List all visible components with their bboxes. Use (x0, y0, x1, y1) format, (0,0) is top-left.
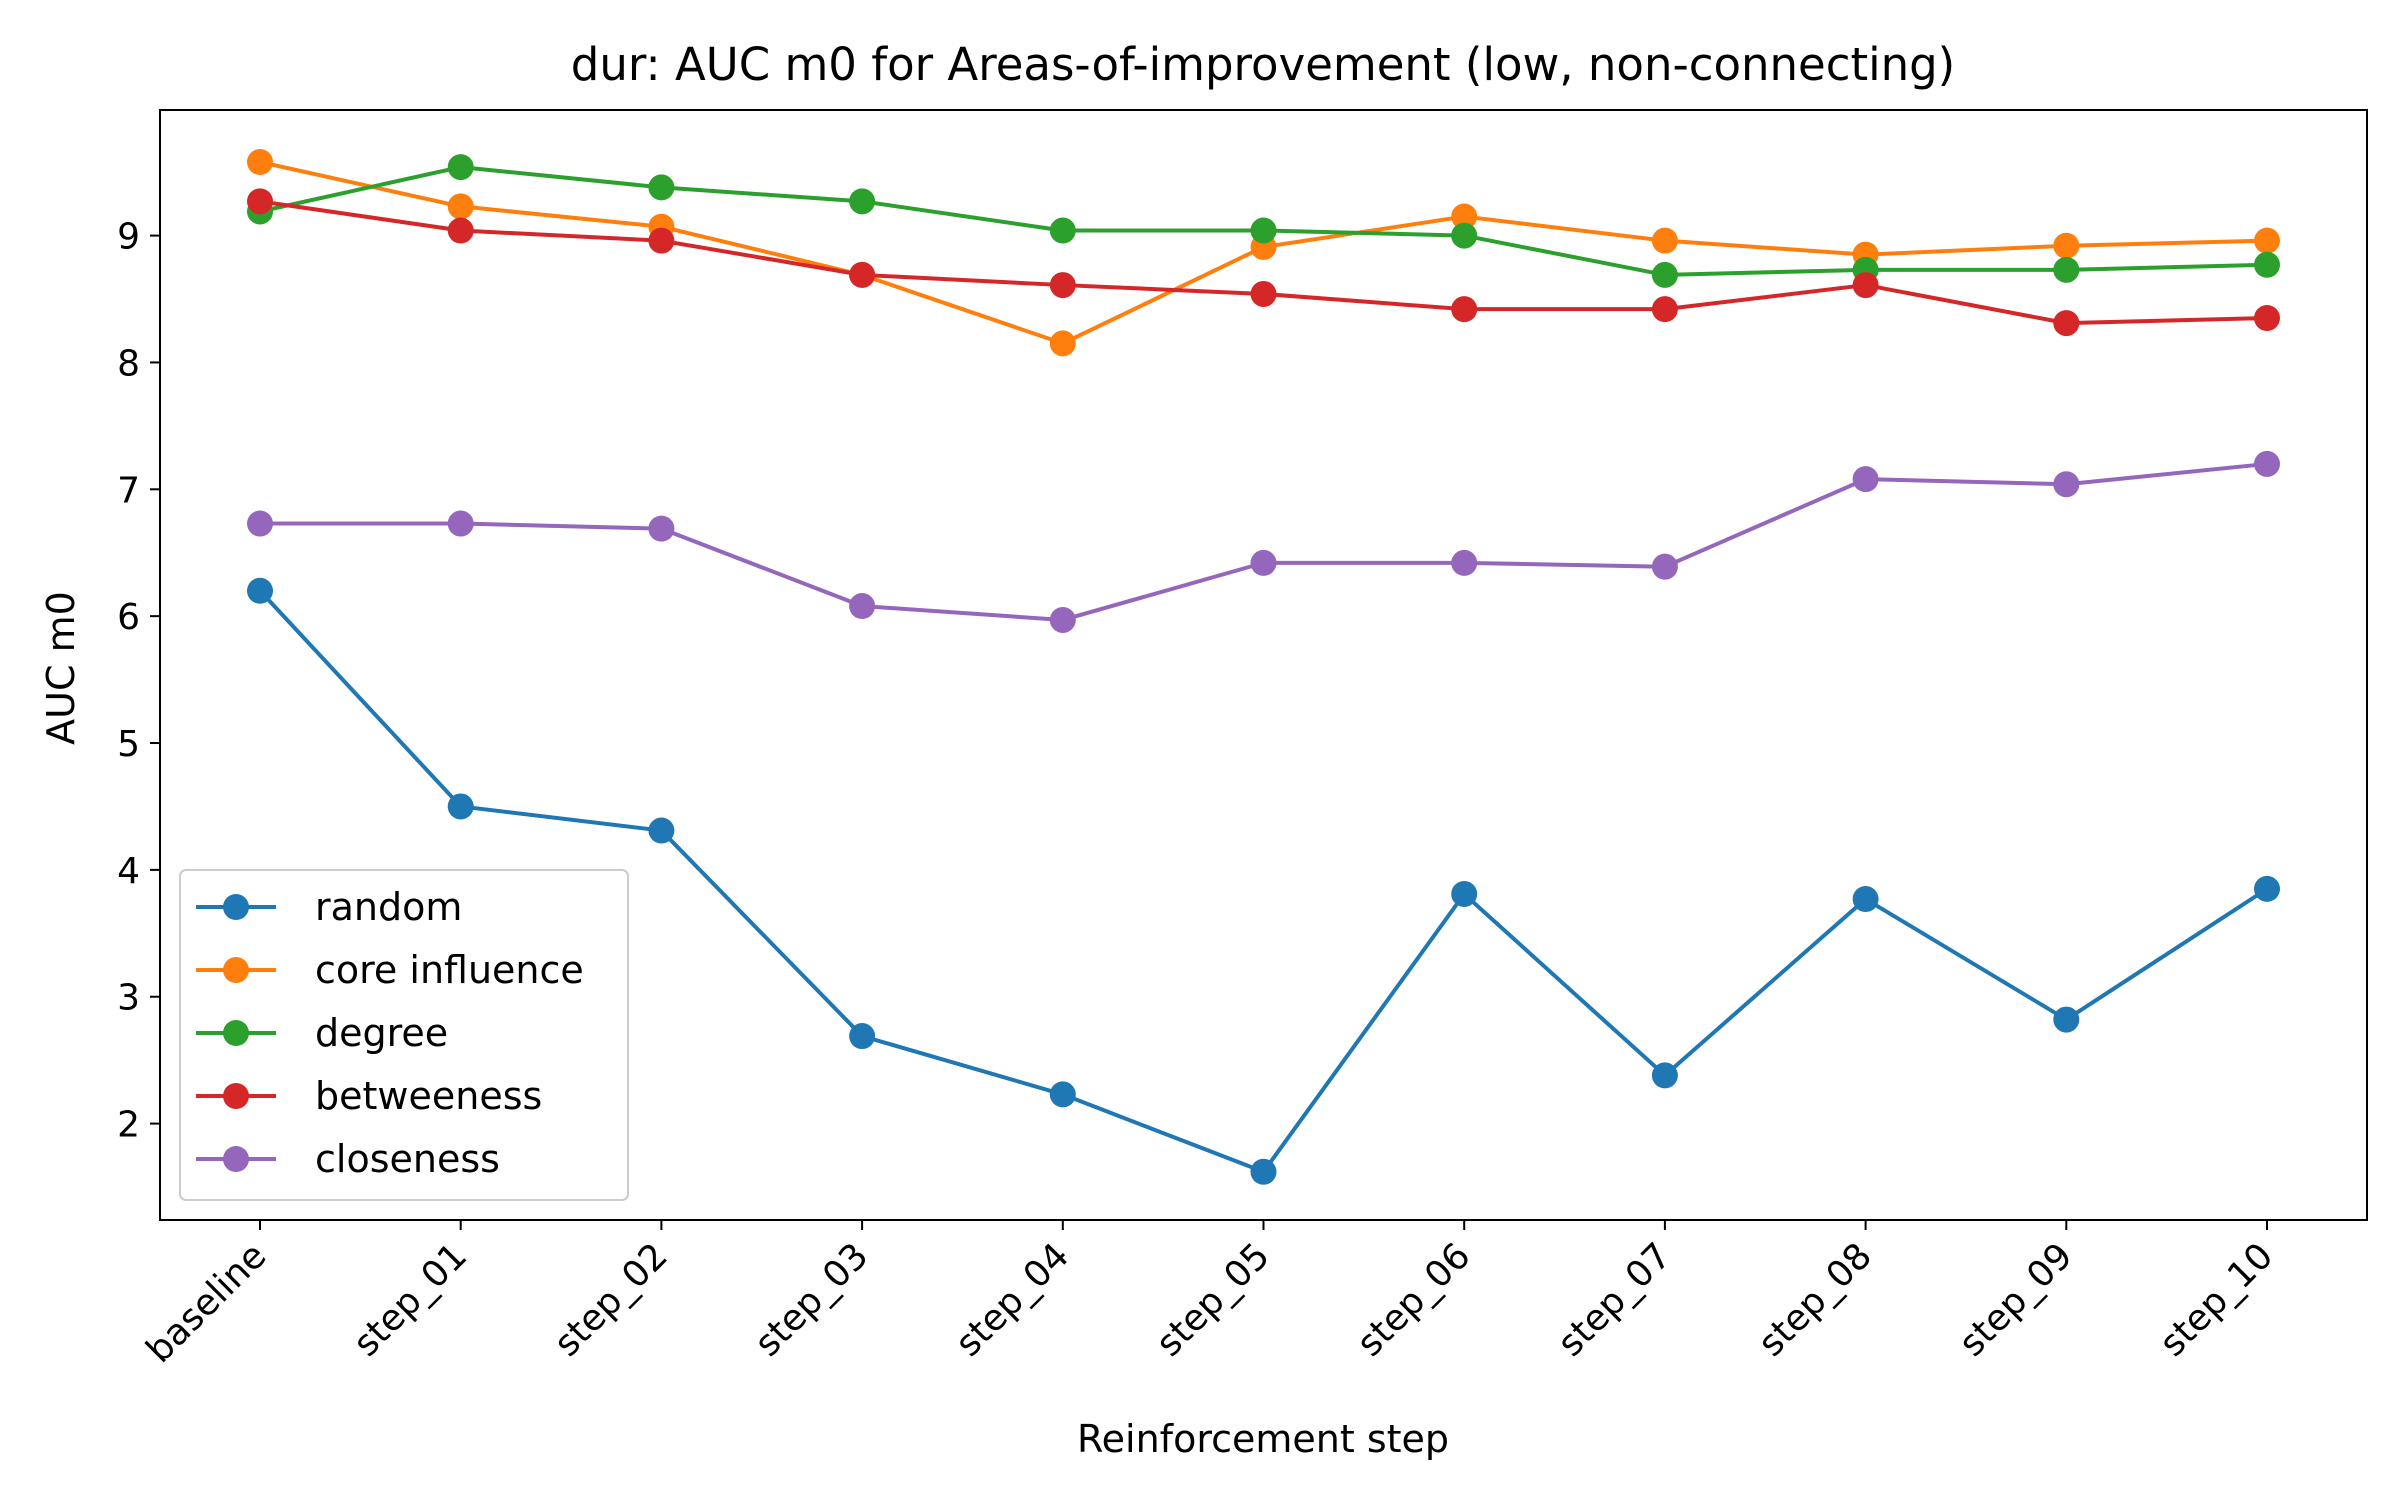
data-point-random (247, 577, 273, 604)
y-tick-label: 7 (117, 470, 140, 511)
data-point-betweeness (2053, 310, 2080, 337)
legend-label-core-influence: core influence (315, 948, 584, 992)
data-point-betweeness (447, 217, 474, 244)
data-point-core-influence (2254, 227, 2280, 254)
legend: random core influence degree betweeness clos… (179, 869, 629, 1201)
y-tick-label: 3 (117, 978, 140, 1019)
data-point-degree (1451, 222, 1478, 249)
data-point-random (447, 793, 474, 820)
y-tick-label: 6 (117, 597, 140, 638)
data-point-betweeness (849, 261, 876, 288)
data-point-closeness (2254, 450, 2280, 477)
data-point-core-influence (1651, 227, 1678, 254)
data-point-betweeness (1651, 296, 1678, 323)
data-point-core-influence (1451, 203, 1478, 230)
chart-title: dur: AUC m0 for Areas-of-improvement (lo… (571, 38, 1955, 91)
data-point-betweeness (648, 227, 675, 254)
data-point-degree (1250, 217, 1277, 244)
data-point-closeness (849, 593, 876, 620)
x-axis-label: Reinforcement step (1077, 1417, 1449, 1461)
data-point-degree (2254, 251, 2280, 278)
data-point-core-influence (447, 193, 474, 220)
data-point-random (1451, 880, 1478, 907)
data-point-closeness (1451, 549, 1478, 576)
data-point-betweeness (247, 188, 273, 215)
data-point-closeness (1250, 549, 1277, 576)
legend-marker-closeness (223, 1146, 249, 1172)
legend-label-degree: degree (315, 1011, 448, 1055)
data-point-random (648, 817, 675, 844)
data-point-closeness (447, 510, 474, 537)
data-point-closeness (1852, 466, 1879, 493)
y-axis-label: AUC m0 (39, 591, 83, 745)
data-point-degree (2053, 256, 2080, 283)
legend-label-betweeness: betweeness (315, 1074, 542, 1118)
y-tick-label: 2 (117, 1105, 140, 1146)
legend-label-closeness: closeness (315, 1137, 500, 1181)
data-point-betweeness (1451, 296, 1478, 323)
data-point-degree (447, 154, 474, 181)
data-point-closeness (1049, 606, 1076, 633)
y-tick-label: 5 (117, 724, 140, 765)
data-point-closeness (648, 515, 675, 542)
data-point-core-influence (1049, 330, 1076, 357)
data-point-random (849, 1023, 876, 1050)
data-point-degree (1049, 217, 1076, 244)
data-point-betweeness (2254, 305, 2280, 332)
legend-marker-random (223, 894, 249, 920)
legend-box (179, 869, 629, 1201)
data-point-degree (1651, 261, 1678, 288)
data-point-core-influence (247, 149, 273, 176)
data-point-closeness (1651, 553, 1678, 580)
data-point-random (2053, 1006, 2080, 1033)
data-point-random (1852, 886, 1879, 913)
y-tick-label: 4 (117, 851, 140, 892)
data-point-degree (849, 188, 876, 215)
data-point-betweeness (1852, 272, 1879, 299)
y-tick-label: 8 (117, 343, 140, 384)
data-point-random (1250, 1158, 1277, 1185)
legend-marker-core-influence (223, 957, 249, 983)
data-point-betweeness (1250, 280, 1277, 307)
data-point-random (1049, 1081, 1076, 1108)
data-point-core-influence (2053, 232, 2080, 259)
legend-marker-betweeness (223, 1083, 249, 1109)
legend-label-random: random (315, 885, 462, 929)
data-point-betweeness (1049, 272, 1076, 299)
data-point-closeness (2053, 471, 2080, 498)
data-point-degree (648, 174, 675, 201)
data-point-random (1651, 1062, 1678, 1089)
y-tick-label: 9 (117, 217, 140, 258)
data-point-closeness (247, 510, 273, 537)
legend-marker-degree (223, 1020, 249, 1046)
data-point-random (2254, 875, 2280, 902)
